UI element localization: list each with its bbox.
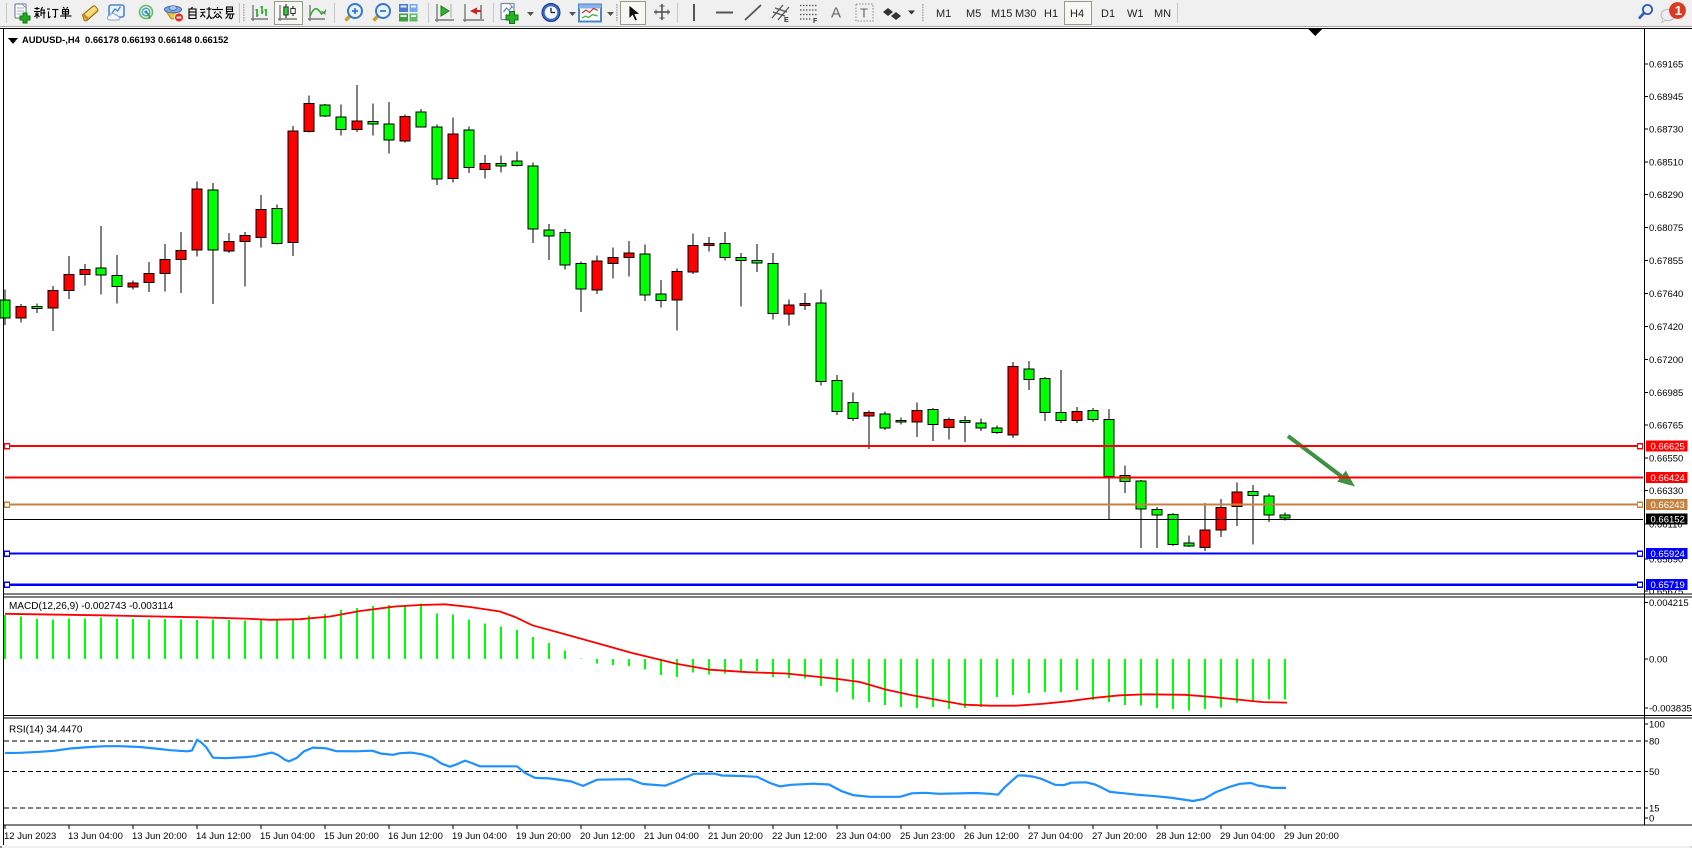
svg-text:29 Jun 20:00: 29 Jun 20:00 bbox=[1284, 831, 1339, 842]
svg-text:21 Jun 20:00: 21 Jun 20:00 bbox=[708, 831, 763, 842]
svg-text:0.67640: 0.67640 bbox=[1649, 289, 1683, 300]
svg-text:0.66243: 0.66243 bbox=[1651, 500, 1685, 511]
svg-text:0.66625: 0.66625 bbox=[1651, 442, 1685, 453]
svg-text:27 Jun 20:00: 27 Jun 20:00 bbox=[1092, 831, 1147, 842]
svg-text:T: T bbox=[860, 6, 868, 21]
svg-text:20 Jun 12:00: 20 Jun 12:00 bbox=[580, 831, 635, 842]
svg-text:H4: H4 bbox=[1070, 8, 1084, 20]
svg-text:MACD(12,26,9) -0.002743 -0.003: MACD(12,26,9) -0.002743 -0.003114 bbox=[9, 601, 174, 612]
svg-text:15 Jun 04:00: 15 Jun 04:00 bbox=[260, 831, 315, 842]
svg-text:0.004215: 0.004215 bbox=[1649, 598, 1689, 609]
svg-text:0.66152: 0.66152 bbox=[1651, 515, 1685, 526]
svg-text:15 Jun 20:00: 15 Jun 20:00 bbox=[324, 831, 379, 842]
svg-text:14 Jun 12:00: 14 Jun 12:00 bbox=[196, 831, 251, 842]
svg-text:13 Jun 04:00: 13 Jun 04:00 bbox=[68, 831, 123, 842]
svg-text:15: 15 bbox=[1649, 804, 1660, 815]
svg-text:19 Jun 04:00: 19 Jun 04:00 bbox=[452, 831, 507, 842]
svg-text:19 Jun 20:00: 19 Jun 20:00 bbox=[516, 831, 571, 842]
svg-text:D1: D1 bbox=[1101, 8, 1115, 20]
svg-text:MN: MN bbox=[1154, 8, 1171, 20]
svg-text:0.68290: 0.68290 bbox=[1649, 190, 1683, 201]
svg-text:M5: M5 bbox=[966, 8, 981, 20]
svg-text:0.65924: 0.65924 bbox=[1651, 549, 1685, 560]
svg-text:29 Jun 04:00: 29 Jun 04:00 bbox=[1220, 831, 1275, 842]
svg-text:22 Jun 12:00: 22 Jun 12:00 bbox=[772, 831, 827, 842]
svg-text:0.67855: 0.67855 bbox=[1649, 256, 1683, 267]
svg-text:13 Jun 20:00: 13 Jun 20:00 bbox=[132, 831, 187, 842]
svg-text:M1: M1 bbox=[936, 8, 951, 20]
svg-text:0.68945: 0.68945 bbox=[1649, 92, 1683, 103]
svg-text:0.66765: 0.66765 bbox=[1649, 421, 1683, 432]
svg-text:26 Jun 12:00: 26 Jun 12:00 bbox=[964, 831, 1019, 842]
svg-text:0.00: 0.00 bbox=[1649, 654, 1668, 665]
svg-text:0.65890: 0.65890 bbox=[1649, 555, 1683, 566]
svg-text:M15: M15 bbox=[991, 8, 1012, 20]
svg-text:M30: M30 bbox=[1015, 8, 1036, 20]
svg-text:A: A bbox=[831, 5, 841, 22]
svg-text:23 Jun 04:00: 23 Jun 04:00 bbox=[836, 831, 891, 842]
svg-text:0.66110: 0.66110 bbox=[1649, 519, 1683, 530]
svg-text:0.66424: 0.66424 bbox=[1651, 473, 1685, 484]
svg-text:RSI(14) 34.4470: RSI(14) 34.4470 bbox=[9, 725, 83, 736]
svg-text:-0.003835: -0.003835 bbox=[1649, 704, 1692, 715]
svg-text:E: E bbox=[784, 17, 789, 24]
svg-text:28 Jun 12:00: 28 Jun 12:00 bbox=[1156, 831, 1211, 842]
svg-text:AUDUSD-,H4 0.66178 0.66193 0.: AUDUSD-,H4 0.66178 0.66193 0.66148 0.661… bbox=[22, 34, 228, 45]
svg-text:0.67420: 0.67420 bbox=[1649, 322, 1683, 333]
svg-text:0.66330: 0.66330 bbox=[1649, 486, 1683, 497]
svg-text:0.68075: 0.68075 bbox=[1649, 223, 1683, 234]
svg-text:H1: H1 bbox=[1044, 8, 1058, 20]
svg-text:16 Jun 12:00: 16 Jun 12:00 bbox=[388, 831, 443, 842]
svg-text:12 Jun 2023: 12 Jun 2023 bbox=[4, 831, 56, 842]
svg-text:1: 1 bbox=[1675, 3, 1682, 18]
svg-text:0.66550: 0.66550 bbox=[1649, 454, 1683, 465]
svg-text:0.68510: 0.68510 bbox=[1649, 158, 1683, 169]
svg-text:0.67200: 0.67200 bbox=[1649, 355, 1683, 366]
svg-text:21 Jun 04:00: 21 Jun 04:00 bbox=[644, 831, 699, 842]
svg-text:100: 100 bbox=[1649, 720, 1665, 731]
svg-text:0: 0 bbox=[1649, 814, 1654, 825]
svg-text:50: 50 bbox=[1649, 767, 1660, 778]
svg-text:F: F bbox=[813, 18, 818, 25]
svg-text:W1: W1 bbox=[1127, 8, 1144, 20]
svg-text:80: 80 bbox=[1649, 737, 1660, 748]
svg-text:0.65675: 0.65675 bbox=[1649, 587, 1683, 598]
svg-text:0.68730: 0.68730 bbox=[1649, 125, 1683, 136]
svg-text:0.65719: 0.65719 bbox=[1651, 580, 1685, 591]
svg-text:0.69165: 0.69165 bbox=[1649, 60, 1683, 71]
svg-text:25 Jun 23:00: 25 Jun 23:00 bbox=[900, 831, 955, 842]
svg-text:27 Jun 04:00: 27 Jun 04:00 bbox=[1028, 831, 1083, 842]
svg-text:0.66985: 0.66985 bbox=[1649, 388, 1683, 399]
